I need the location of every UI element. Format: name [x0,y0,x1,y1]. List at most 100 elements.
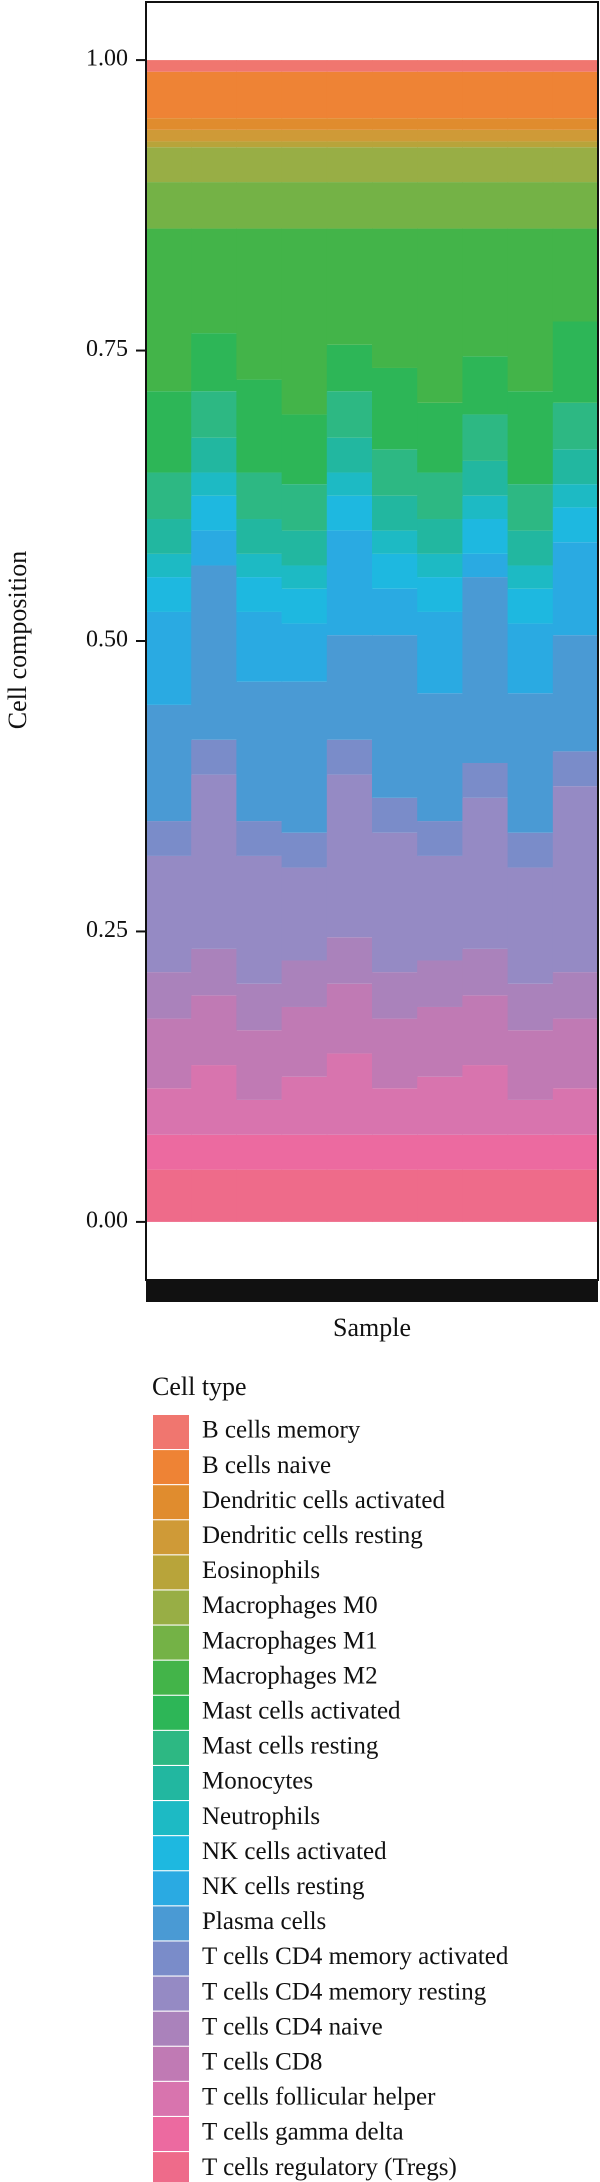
bar-segment [236,60,283,72]
bar-segment [462,797,509,949]
legend-key [153,1836,189,1871]
bar-segment [417,141,463,148]
bar-segment [507,141,554,148]
legend-label: B cells memory [202,1417,361,1444]
bar-segment [507,1099,554,1135]
legend-key [153,1415,189,1449]
y-tick-label: 0.75 [86,336,128,362]
legend-key [153,1976,189,2011]
bar-segment [236,1099,283,1135]
bar-segment [191,472,237,496]
bar-segment [191,60,237,72]
bar-segment [281,1134,328,1170]
legend-key [153,2046,189,2081]
bar-segment [281,118,328,130]
bar-segment [146,577,192,612]
bar-segment [191,774,237,949]
bar-segment [552,141,599,148]
bar-segment [372,832,418,973]
legend-label: NK cells activated [202,1838,387,1865]
bar-segment [146,60,192,72]
bar-segment [372,972,418,1019]
bar-segment [326,141,373,148]
bar-segment [417,519,463,554]
bar-segment [417,577,463,612]
bar-segment [507,1134,554,1170]
legend-label: NK cells resting [202,1873,365,1900]
bar-segment [372,147,418,183]
bar-segment [507,391,554,485]
bar-segment [552,507,599,543]
bar-segment [281,1076,328,1135]
bar-segment [507,1169,554,1222]
bar-segment [281,71,328,119]
bar-segment [462,577,509,763]
bar-segment [326,530,373,636]
bar-segment [326,774,373,938]
bar-segment [552,751,599,787]
bar-segment [552,542,599,636]
y-tick-label: 1.00 [86,46,128,72]
bar-segment [236,611,283,682]
bar-segment [191,333,237,392]
bar-segment [281,147,328,183]
bar-segment [462,1134,509,1170]
bar-segment [507,71,554,119]
bar-segment [552,1088,599,1135]
legend-label: Neutrophils [202,1803,320,1830]
bar-segment [462,948,509,996]
bar-segment [191,739,237,775]
bar-segment [507,182,554,229]
bar-segment [552,1169,599,1222]
bar-segment [191,530,237,566]
bar-segment [326,495,373,531]
bar-segment [191,1065,237,1135]
legend-key [153,2117,189,2151]
bar-segment [281,182,328,229]
bar-segment [372,118,418,130]
bar-segment [326,1134,373,1170]
bar-segment [146,704,192,822]
legend-key [153,2081,189,2116]
legend-key [153,2011,189,2046]
x-axis-label: Sample [333,1313,411,1342]
bar-segment [507,228,554,392]
bar-segment [281,588,328,624]
bar-segment [417,129,463,142]
bar-segment [236,147,283,183]
bar-segment [281,623,328,682]
bar-segment [552,972,599,1019]
bar-segment [417,147,463,183]
bar-segment [146,228,192,392]
legend-label: B cells naive [202,1452,331,1479]
bar-segment [462,762,509,798]
legend-key [153,1695,189,1730]
bar-segment [372,71,418,119]
bar-segment [236,681,283,822]
bar-segment [372,495,418,531]
bar-segment [146,182,192,229]
bar-segment [372,367,418,450]
bar-segment [281,484,328,531]
bar-segment [462,118,509,130]
bar-segment [507,129,554,142]
bar-segment [191,129,237,142]
bar-segment [191,182,237,229]
legend-key [153,1660,189,1695]
bar-segment [326,344,373,392]
bar-segment [326,739,373,775]
bar-segment [191,1169,237,1222]
y-tick-label: 0.50 [86,627,128,653]
bar-segment [236,228,283,380]
bar-segment [146,141,192,148]
bar-segment [462,995,509,1066]
bar-segment [236,855,283,984]
bar-segment [146,821,192,856]
bar-segment [191,71,237,119]
legend-key [153,1590,189,1625]
legend-key [153,1450,189,1485]
bar-segment [281,530,328,566]
bar-segment [326,147,373,183]
bar-segment [326,118,373,130]
legend-label: Eosinophils [202,1557,320,1584]
